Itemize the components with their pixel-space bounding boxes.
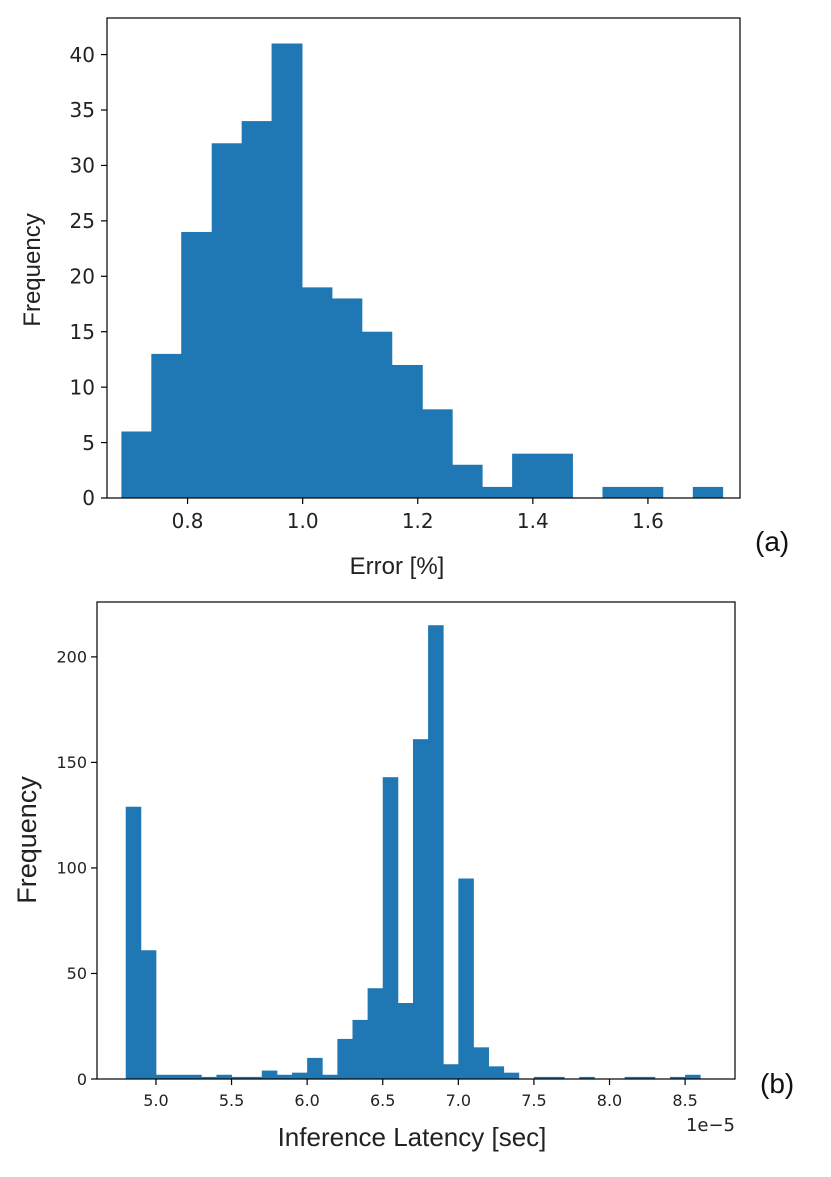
x-axis-label-b: Inference Latency [sec]: [278, 1122, 547, 1152]
histogram-bar: [186, 1074, 202, 1079]
histogram-bar: [171, 1074, 187, 1079]
y-tick-label: 40: [70, 43, 95, 67]
y-tick-label: 10: [70, 375, 95, 399]
histogram-bar: [332, 298, 363, 498]
x-tick-label: 0.8: [172, 509, 204, 533]
histogram-bar: [361, 331, 393, 498]
x-offset-text-b: 1e−5: [686, 1115, 735, 1136]
y-tick-label: 0: [82, 486, 95, 510]
histogram-bar: [488, 1066, 505, 1079]
histogram-bar: [382, 777, 399, 1079]
histogram-bar: [639, 1076, 656, 1079]
plot-frame-b: [96, 601, 736, 1080]
histogram-bar: [241, 121, 272, 498]
histogram-bar: [512, 453, 544, 498]
histogram-bar: [533, 1076, 550, 1079]
panel-label-b: (b): [760, 1068, 794, 1099]
y-tick-label: 200: [56, 648, 87, 667]
histogram-bar: [669, 1076, 686, 1079]
histogram-bar: [624, 1076, 641, 1079]
chart-b: 5.0 5.5 6.0 6.5 7.0 7.5 8.0 8.5 0 50 100 150 200 1e…: [12, 601, 794, 1152]
histogram-bar: [181, 231, 213, 498]
histogram-bar: [685, 1074, 701, 1079]
y-tick-label: 25: [70, 209, 95, 233]
histogram-bar: [412, 739, 429, 1079]
histogram-bar: [391, 364, 423, 498]
x-tick-label: 1.0: [287, 509, 319, 533]
y-tick-label: 100: [56, 859, 87, 878]
x-tick-label: 1.4: [517, 509, 549, 533]
y-ticks-a: 0 5 10 15 20 25 30 35 40: [70, 43, 107, 510]
histogram-bar: [422, 409, 453, 498]
plot-frame-a: [106, 17, 741, 499]
x-ticks-b: 5.0 5.5 6.0 6.5 7.0 7.5 8.0 8.5: [143, 1079, 698, 1110]
x-tick-label: 5.0: [143, 1091, 168, 1110]
histogram-bar: [473, 1047, 489, 1079]
histogram-bar: [352, 1019, 369, 1079]
histogram-bar: [271, 43, 303, 498]
histogram-bar: [201, 1076, 217, 1079]
y-tick-label: 5: [82, 431, 95, 455]
histogram-bar: [397, 1003, 414, 1079]
histogram-bar: [452, 464, 483, 498]
x-tick-label: 6.0: [294, 1091, 319, 1110]
y-tick-label: 150: [56, 753, 87, 772]
histogram-bar: [231, 1076, 248, 1079]
histogram-bar: [292, 1072, 308, 1079]
y-tick-label: 50: [67, 964, 87, 983]
y-ticks-b: 0 50 100 150 200: [56, 648, 97, 1089]
x-tick-label: 5.5: [219, 1091, 244, 1110]
x-tick-label: 8.0: [597, 1091, 622, 1110]
y-tick-label: 20: [70, 264, 95, 288]
bars-b: [125, 625, 701, 1079]
histogram-bar: [211, 143, 243, 498]
histogram-bar: [632, 486, 664, 498]
histogram-bar: [302, 287, 333, 498]
x-ticks-a: 0.8 1.0 1.2 1.4 1.6: [172, 498, 664, 533]
y-tick-label: 30: [70, 154, 95, 178]
bars-a: [121, 43, 724, 498]
histogram-bar: [692, 486, 724, 498]
histogram-bar: [337, 1038, 353, 1079]
histogram-bar: [458, 878, 474, 1079]
histogram-bar: [542, 453, 573, 498]
histogram-bar: [307, 1057, 323, 1079]
histogram-bar: [482, 486, 513, 498]
y-tick-label: 35: [70, 98, 95, 122]
histogram-bar: [367, 988, 384, 1079]
histogram-bar: [216, 1074, 232, 1079]
y-axis-label-a: Frequency: [19, 213, 46, 326]
y-axis-label-b: Frequency: [12, 776, 42, 904]
y-tick-label: 15: [70, 320, 95, 344]
histogram-bar: [125, 806, 142, 1079]
histogram-bar: [549, 1076, 565, 1079]
x-tick-label: 7.5: [521, 1091, 546, 1110]
histogram-bar: [261, 1070, 278, 1079]
x-axis-label-a: Error [%]: [350, 553, 445, 580]
histogram-bar: [121, 431, 152, 498]
x-tick-label: 8.5: [672, 1091, 697, 1110]
histogram-bar: [155, 1074, 172, 1079]
panel-label-a: (a): [755, 526, 789, 557]
histogram-bar: [428, 625, 444, 1079]
histogram-bar: [151, 353, 182, 498]
histogram-bar: [322, 1074, 338, 1079]
x-tick-label: 7.0: [446, 1091, 471, 1110]
histogram-bar: [579, 1076, 595, 1079]
x-tick-label: 6.5: [370, 1091, 395, 1110]
chart-a: 0.8 1.0 1.2 1.4 1.6 0 5 10 15 20 25 30 35 40 Error […: [19, 17, 789, 580]
x-tick-label: 1.2: [402, 509, 434, 533]
histogram-bar: [503, 1072, 520, 1079]
x-tick-label: 1.6: [632, 509, 664, 533]
histogram-bar: [276, 1074, 293, 1079]
y-tick-label: 0: [77, 1070, 87, 1089]
histogram-bar: [246, 1076, 263, 1079]
histogram-bar: [443, 1064, 459, 1079]
histogram-bar: [140, 950, 157, 1079]
histogram-bar: [602, 486, 633, 498]
